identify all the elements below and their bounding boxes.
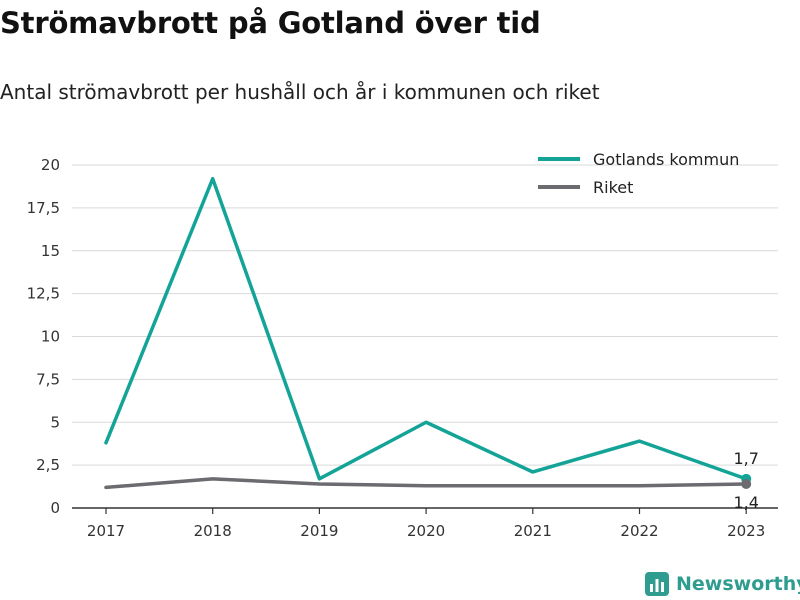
y-tick-label: 5	[50, 413, 60, 431]
x-tick-label: 2021	[514, 522, 552, 540]
chart-title: Strömavbrott på Gotland över tid	[0, 6, 541, 40]
y-tick-label: 20	[41, 156, 60, 174]
legend-label: Riket	[593, 178, 633, 197]
y-tick-label: 2,5	[36, 456, 60, 474]
x-tick-label: 2023	[727, 522, 765, 540]
brand-logo: Newsworthy	[644, 570, 800, 598]
x-tick-label: 2018	[194, 522, 232, 540]
brand-name: Newsworthy	[676, 573, 800, 595]
y-tick-label: 15	[41, 242, 60, 260]
legend-label: Gotlands kommun	[593, 150, 739, 169]
y-tick-label: 10	[41, 328, 60, 346]
series-line	[104, 176, 748, 481]
x-tick-label: 2022	[620, 522, 658, 540]
x-tick-label: 2020	[407, 522, 445, 540]
series-end-point	[741, 478, 752, 489]
x-tick-label: 2017	[87, 522, 125, 540]
end-value-label: 1,7	[733, 449, 758, 468]
y-tick-label: 17,5	[27, 199, 60, 217]
x-tick-label: 2019	[300, 522, 338, 540]
bar-chart-logo-icon	[645, 572, 669, 596]
y-tick-label: 12,5	[27, 285, 60, 303]
y-tick-label: 7,5	[36, 370, 60, 388]
series-line	[104, 477, 748, 490]
y-tick-label: 0	[50, 499, 60, 517]
chart-subtitle: Antal strömavbrott per hushåll och år i …	[0, 80, 600, 104]
end-value-label: 1,4	[733, 493, 758, 512]
